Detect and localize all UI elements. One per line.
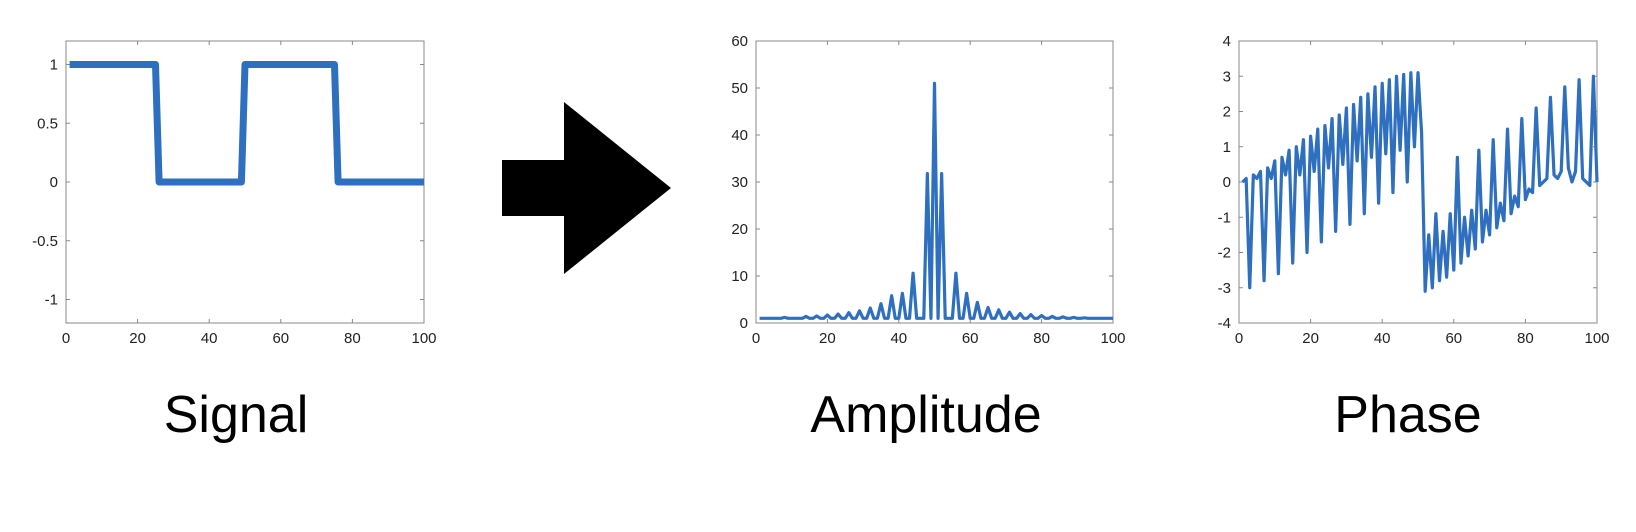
phase-x-tick-label: 0 bbox=[1235, 330, 1243, 347]
phase-y-tick-label: -4 bbox=[1218, 315, 1231, 332]
phase-y-tick-label: 0 bbox=[1223, 174, 1231, 191]
amplitude-series-line bbox=[759, 81, 1113, 320]
signal-series-line bbox=[69, 61, 424, 186]
phase-y-tick-label: 2 bbox=[1223, 104, 1231, 121]
amplitude-x-tick-label: 20 bbox=[819, 330, 836, 347]
phase-y-tick-label: -2 bbox=[1218, 245, 1231, 262]
phase-y-tick-label: -1 bbox=[1218, 209, 1231, 226]
signal-y-tick-label: 0 bbox=[50, 174, 58, 191]
amplitude-x-tick-label: 40 bbox=[890, 330, 907, 347]
amplitude-y-tick-label: 60 bbox=[731, 33, 748, 50]
signal-x-tick-label: 0 bbox=[62, 330, 70, 347]
phase-x-tick-label: 60 bbox=[1445, 330, 1462, 347]
caption-signal: Signal bbox=[163, 386, 309, 444]
phase-y-tick-label: 4 bbox=[1223, 33, 1231, 50]
signal-x-tick-label: 100 bbox=[411, 330, 436, 347]
phase-y-tick-label: 1 bbox=[1223, 139, 1231, 156]
signal-y-tick-label: -1 bbox=[45, 292, 58, 309]
phase-x-tick-label: 100 bbox=[1584, 330, 1609, 347]
signal-x-tick-label: 40 bbox=[201, 330, 218, 347]
signal-y-tick-label: -0.5 bbox=[32, 233, 58, 250]
signal-y-tick-label: 0.5 bbox=[37, 115, 58, 132]
amplitude-x-tick-label: 60 bbox=[962, 330, 979, 347]
amplitude-chart: 0 20 40 60 80 100 0 10 20 30 40 50 60 bbox=[731, 33, 1125, 347]
amplitude-y-tick-label: 40 bbox=[731, 127, 748, 144]
signal-x-tick-label: 60 bbox=[272, 330, 289, 347]
amplitude-x-tick-label: 0 bbox=[752, 330, 760, 347]
signal-x-tick-label: 20 bbox=[129, 330, 146, 347]
caption-phase: Phase bbox=[1334, 386, 1482, 444]
phase-series-line bbox=[1241, 71, 1599, 293]
phase-y-tick-label: -3 bbox=[1218, 280, 1231, 297]
caption-amplitude: Amplitude bbox=[810, 386, 1042, 444]
signal-y-tick-label: 1 bbox=[50, 57, 58, 74]
amplitude-y-tick-label: 20 bbox=[731, 221, 748, 238]
signal-x-tick-label: 80 bbox=[344, 330, 361, 347]
amplitude-x-tick-label: 80 bbox=[1033, 330, 1050, 347]
amplitude-y-tick-label: 50 bbox=[731, 80, 748, 97]
phase-x-tick-label: 80 bbox=[1517, 330, 1534, 347]
amplitude-y-tick-label: 0 bbox=[740, 315, 748, 332]
phase-y-tick-label: 3 bbox=[1223, 68, 1231, 85]
right-arrow-icon bbox=[502, 102, 671, 274]
signal-chart: 0 20 40 60 80 100 -1 -0.5 0 0.5 1 bbox=[32, 40, 437, 347]
amplitude-y-tick-label: 10 bbox=[731, 268, 748, 285]
phase-chart: 0 20 40 60 80 100 -4 -3 -2 -1 0 1 2 3 4 bbox=[1218, 33, 1610, 347]
phase-x-tick-label: 20 bbox=[1302, 330, 1319, 347]
phase-x-tick-label: 40 bbox=[1374, 330, 1391, 347]
amplitude-x-tick-label: 100 bbox=[1100, 330, 1125, 347]
amplitude-y-tick-label: 30 bbox=[731, 174, 748, 191]
